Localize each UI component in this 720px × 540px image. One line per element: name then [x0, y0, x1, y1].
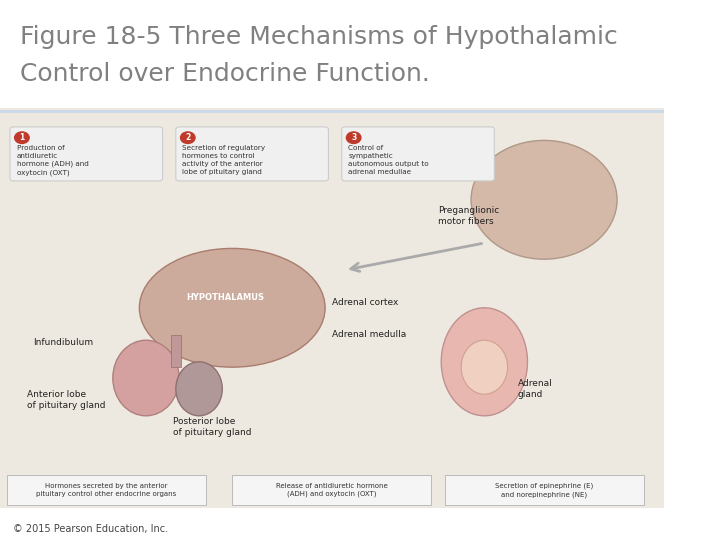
Text: Production of
antidiuretic
hormone (ADH) and
oxytocin (OXT): Production of antidiuretic hormone (ADH)… — [17, 145, 89, 176]
FancyBboxPatch shape — [176, 127, 328, 181]
Ellipse shape — [461, 340, 508, 394]
Text: Hormones secreted by the anterior
pituitary control other endocrine organs: Hormones secreted by the anterior pituit… — [36, 483, 176, 497]
Text: Figure 18-5 Three Mechanisms of Hypothalamic: Figure 18-5 Three Mechanisms of Hypothal… — [20, 25, 618, 49]
Text: Adrenal cortex: Adrenal cortex — [332, 298, 398, 307]
Text: 1: 1 — [19, 133, 24, 142]
Ellipse shape — [113, 340, 179, 416]
Text: Infundibulum: Infundibulum — [33, 339, 94, 347]
FancyBboxPatch shape — [10, 127, 163, 181]
Text: Control over Endocrine Function.: Control over Endocrine Function. — [20, 63, 430, 86]
Bar — [233, 475, 431, 505]
Bar — [444, 475, 644, 505]
Text: Release of antidiuretic hormone
(ADH) and oxytocin (OXT): Release of antidiuretic hormone (ADH) an… — [276, 483, 387, 497]
Ellipse shape — [471, 140, 617, 259]
Text: Secretion of regulatory
hormones to control
activity of the anterior
lobe of pit: Secretion of regulatory hormones to cont… — [182, 145, 266, 175]
Bar — [6, 475, 206, 505]
FancyBboxPatch shape — [342, 127, 495, 181]
Text: Posterior lobe
of pituitary gland: Posterior lobe of pituitary gland — [173, 416, 251, 437]
Text: 3: 3 — [351, 133, 356, 142]
Circle shape — [346, 131, 361, 144]
Text: 2: 2 — [185, 133, 190, 142]
Text: © 2015 Pearson Education, Inc.: © 2015 Pearson Education, Inc. — [13, 523, 168, 534]
Text: Preganglionic
motor fibers: Preganglionic motor fibers — [438, 206, 499, 226]
Ellipse shape — [441, 308, 528, 416]
Ellipse shape — [140, 248, 325, 367]
Circle shape — [14, 131, 30, 144]
FancyArrow shape — [171, 335, 181, 367]
Bar — [0, 108, 664, 508]
Text: HYPOTHALAMUS: HYPOTHALAMUS — [186, 293, 264, 301]
Text: Adrenal medulla: Adrenal medulla — [332, 330, 406, 339]
Text: Control of
sympathetic
autonomous output to
adrenal medullae: Control of sympathetic autonomous output… — [348, 145, 429, 175]
Text: Secretion of epinephrine (E)
and norepinephrine (NE): Secretion of epinephrine (E) and norepin… — [495, 483, 593, 497]
Circle shape — [180, 131, 196, 144]
Text: Anterior lobe
of pituitary gland: Anterior lobe of pituitary gland — [27, 389, 105, 410]
Ellipse shape — [176, 362, 222, 416]
Text: Adrenal
gland: Adrenal gland — [518, 379, 552, 399]
